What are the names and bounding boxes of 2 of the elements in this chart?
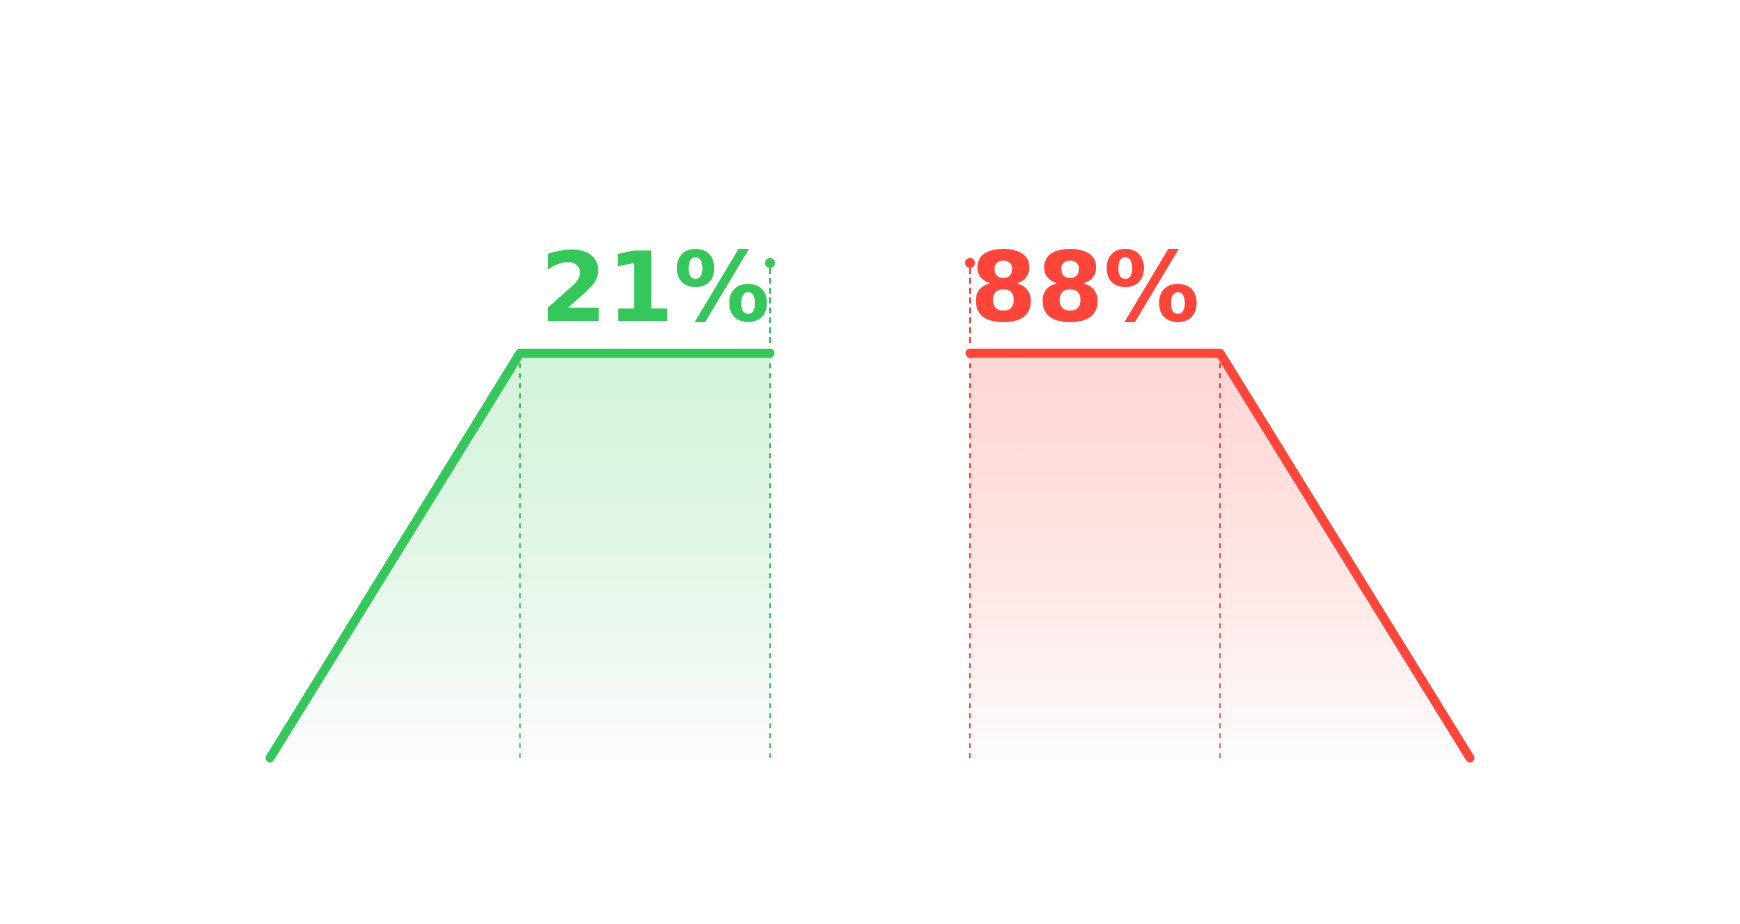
chart-title: 21% xyxy=(540,231,770,344)
chart-title: 88% xyxy=(970,231,1200,344)
